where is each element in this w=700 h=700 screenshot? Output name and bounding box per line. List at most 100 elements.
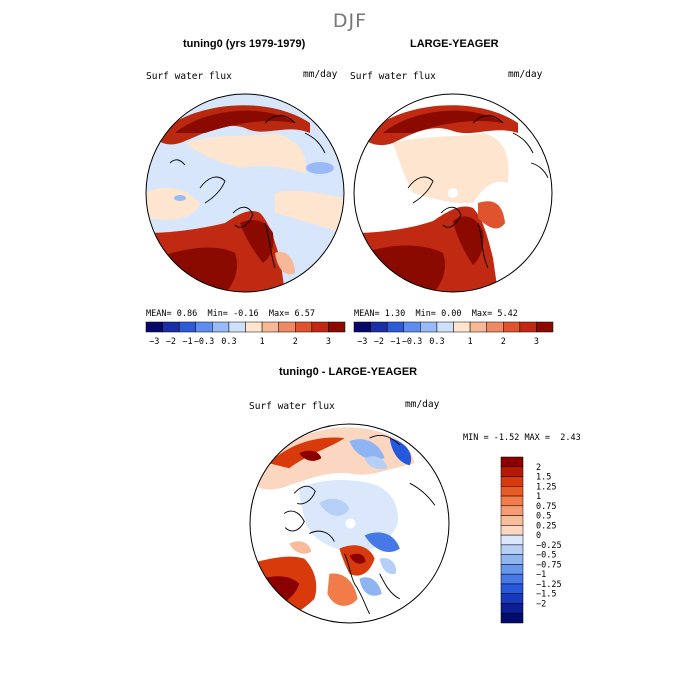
panel-2-variable-label: Surf water flux (350, 71, 436, 82)
panel-2-colorbar-swatch (486, 321, 504, 333)
panel-2-colorbar-swatch (536, 321, 554, 333)
panel-1-colorbar-tick-label: 0.3 (221, 337, 236, 347)
panel-3-colorbar-swatch (500, 583, 524, 594)
panel-1-colorbar-swatch (228, 321, 246, 333)
panel-2-max-label: Max= (471, 309, 493, 319)
panel-1-colorbar-tick-label: −0.3 (194, 337, 214, 347)
panel-1-colorbar-tick-label: 2 (293, 337, 298, 347)
panel-1-colorbar-tick-label: −3 (149, 337, 159, 347)
panel-2-polar-map (353, 93, 553, 293)
panel-2-max-value: 5.42 (497, 309, 518, 319)
panel-3-variable-label: Surf water flux (249, 401, 335, 412)
panel-1-max-label: Max= (268, 309, 290, 319)
panel-1-colorbar-swatch (328, 321, 346, 333)
panel-2-colorbar-swatch (519, 321, 537, 333)
panel-1-min-value: -0.16 (233, 309, 259, 319)
panel-3-colorbar-swatch (500, 495, 524, 507)
panel-2-colorbar-swatch (386, 321, 405, 333)
panel-1-colorbar: −3 −2 −1 −0.3 0.3 1 2 3 (145, 321, 346, 347)
panel-2-units-label: mm/day (508, 69, 543, 80)
panel-3-colorbar-tick-label: −1 (536, 570, 546, 580)
panel-2-colorbar-swatch (403, 321, 421, 333)
panel-1-colorbar-swatch (245, 321, 263, 333)
panel-1-colorbar-swatch (295, 321, 313, 333)
panel-1-stats: MEAN= 0.86 Min= -0.16 Max= 6.57 (146, 309, 315, 319)
panel-3-colorbar-swatch (500, 534, 524, 546)
panel-3-colorbar-swatch (500, 486, 524, 497)
panel-3-colorbar-swatch (500, 466, 524, 477)
panel-1-colorbar-swatch (195, 321, 213, 333)
panel-3-colorbar-tick-label: 0.25 (536, 521, 556, 531)
panel-1-title: tuning0 (yrs 1979-1979) (183, 38, 306, 50)
panel-2-colorbar-swatch (370, 321, 388, 333)
panel-2-colorbar-tick-label: −1 (390, 337, 400, 347)
panel-2-mean-label: MEAN= (354, 309, 380, 319)
panel-3-max-value: 2.43 (560, 433, 581, 443)
panel-3-colorbar-tick-label: 1.25 (536, 482, 556, 492)
panel-2-colorbar-swatch (353, 321, 371, 333)
panel-3-colorbar-tick-label: −0.25 (536, 541, 562, 551)
panel-3-colorbar-tick-label: −0.75 (536, 560, 562, 570)
panel-3-colorbar-tick-label: −2 (536, 599, 546, 609)
panel-1-colorbar-tick-label: 1 (260, 337, 265, 347)
panel-3-min-value: -1.52 (493, 433, 520, 443)
panel-2-colorbar-tick-label: −2 (374, 337, 384, 347)
panel-2-colorbar-swatch (436, 321, 454, 333)
panel-3-colorbar-swatch (500, 476, 524, 487)
figure-title: DJF (332, 10, 368, 32)
panel-1-colorbar-swatch (178, 321, 197, 333)
panel-3-colorbar-swatch (500, 554, 524, 565)
panel-3-colorbar-tick-label: 1 (536, 492, 541, 502)
panel-2-colorbar-tick-label: 1 (468, 337, 473, 347)
panel-3-colorbar-swatch (500, 544, 524, 555)
panel-1-max-value: 6.57 (294, 309, 315, 319)
panel-2-colorbar: −3 −2 −1 −0.3 0.3 1 2 3 (353, 321, 554, 347)
panel-3-colorbar-tick-label: 1.5 (536, 473, 551, 483)
panel-3-min-label: MIN = (463, 433, 489, 443)
panel-3-colorbar: 21.51.2510.750.50.250−0.25−0.5−0.75−1−1.… (500, 456, 562, 624)
panel-3-colorbar-tick-label: −1.5 (536, 590, 556, 600)
panel-1-colorbar-tick-label: −1 (182, 337, 192, 347)
panel-1-colorbar-tick-label: 3 (326, 337, 331, 347)
panel-1-colorbar-swatch (261, 321, 279, 333)
panel-3-colorbar-swatch (500, 612, 524, 624)
panel-3-colorbar-swatch (500, 603, 524, 614)
panel-1-colorbar-swatch (212, 321, 230, 333)
panel-3-max-label: MAX = (524, 433, 551, 443)
panel-3-title: tuning0 - LARGE-YEAGER (279, 366, 418, 378)
panel-3-polar-map (249, 423, 450, 624)
panel-2-colorbar-swatch (453, 321, 471, 333)
panel-3-units-label: mm/day (405, 399, 440, 410)
panel-1-min-label: Min= (207, 309, 228, 319)
panel-1-colorbar-swatch (162, 321, 180, 333)
panel-3-colorbar-swatch (500, 573, 524, 585)
panel-1-variable-label: Surf water flux (146, 71, 232, 82)
panel-2-colorbar-swatch (503, 321, 521, 333)
panel-2-colorbar-tick-label: −0.3 (402, 337, 422, 347)
panel-2-colorbar-tick-label: −3 (357, 337, 367, 347)
panel-1-mean-value: 0.86 (176, 309, 198, 319)
panel-2-stats: MEAN= 1.30 Min= 0.00 Max= 5.42 (354, 309, 518, 319)
panel-2-colorbar-tick-label: 2 (501, 337, 506, 347)
panel-1-mean-label: MEAN= (146, 309, 172, 319)
panel-3-colorbar-swatch (500, 593, 524, 604)
panel-2-colorbar-swatch (469, 321, 487, 333)
panel-2-colorbar-swatch (420, 321, 438, 333)
panel-1-colorbar-swatch (145, 321, 163, 333)
panel-2-mean-value: 1.30 (384, 309, 406, 319)
panel-3-colorbar-swatch (500, 515, 524, 526)
panel-2-colorbar-tick-label: 3 (534, 337, 539, 347)
panel-3-colorbar-swatch (500, 505, 524, 516)
panel-3-colorbar-swatch (500, 456, 524, 468)
panel-3-colorbar-swatch (500, 525, 524, 536)
panel-2-colorbar-tick-label: 0.3 (429, 337, 444, 347)
panel-3-colorbar-tick-label: 0.5 (536, 512, 551, 522)
panel-3-colorbar-swatch (500, 564, 524, 575)
panel-3-stats: MIN = -1.52 MAX = 2.43 (463, 433, 581, 443)
panel-3-colorbar-tick-label: 0.75 (536, 502, 556, 512)
panel-3-colorbar-tick-label: −0.5 (536, 551, 556, 561)
panel-2-min-label: Min= (415, 309, 436, 319)
panel-1-units-label: mm/day (303, 69, 338, 80)
panel-1-colorbar-swatch (278, 321, 296, 333)
panel-1-colorbar-swatch (311, 321, 329, 333)
